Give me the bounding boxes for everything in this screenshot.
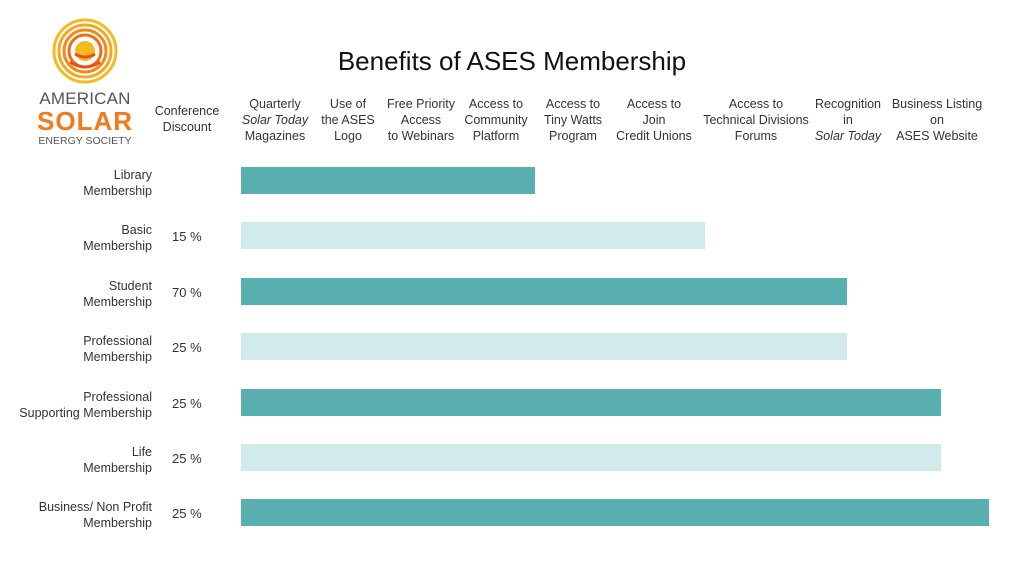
benefit-header-line: in <box>843 113 853 127</box>
membership-benefit-bar <box>241 444 941 471</box>
membership-label-line: Membership <box>83 350 152 365</box>
conference-discount-value: 25 % <box>172 451 202 466</box>
conference-discount-value: 25 % <box>172 340 202 356</box>
benefit-header-line: the ASES <box>321 113 375 127</box>
membership-benefit-bar <box>241 222 705 250</box>
benefit-column-header: Business Listing on ASES Website <box>892 96 982 144</box>
membership-label-line: Membership <box>83 461 152 475</box>
benefit-column-header: Access to Join Credit Unions <box>616 96 692 144</box>
benefit-header-line: Logo <box>334 129 362 143</box>
membership-label-line: Membership <box>83 184 152 198</box>
membership-label: Business/ Non Profit Membership <box>39 499 152 531</box>
benefit-column-header: Access to Tiny Watts Program <box>544 96 602 144</box>
discount-header-line: Conference <box>154 104 220 118</box>
conference-discount-value: 25 % <box>172 395 202 411</box>
benefit-header-line: Solar Today <box>241 113 309 127</box>
benefit-header-line: Access to <box>728 97 784 111</box>
logo-line-energy-society: ENERGY SOCIETY <box>38 135 132 147</box>
logo-line-american: AMERICAN <box>39 89 131 108</box>
benefit-header-line: Community <box>464 113 528 127</box>
benefit-header-line: Program <box>549 129 597 143</box>
membership-label-line: Membership <box>83 239 152 254</box>
membership-label: Library Membership <box>83 167 152 199</box>
benefit-header-line: Access <box>400 113 442 127</box>
benefit-header-line: Technical Divisions <box>703 113 809 127</box>
conference-discount-value: 70 % <box>172 284 202 300</box>
benefit-column-header: Access to Community Platform <box>464 96 527 144</box>
membership-label: Life Membership <box>83 444 152 476</box>
benefit-header-line: Solar Today <box>814 129 882 143</box>
membership-benefit-bar <box>241 277 848 305</box>
benefit-header-line: Recognition <box>814 97 881 111</box>
benefit-header-line: Tiny Watts <box>543 113 603 127</box>
membership-label: Professional Supporting Membership <box>19 389 152 421</box>
membership-label: Professional Membership <box>83 333 152 365</box>
membership-label-line: Basic <box>121 223 152 238</box>
benefit-header-line: Join <box>642 113 666 127</box>
benefit-header-line: Forums <box>734 129 778 143</box>
benefit-column-header: Recognition in Solar Today <box>815 96 881 144</box>
benefit-header-line: Platform <box>472 129 520 143</box>
benefit-column-header: Use of the ASES Logo <box>321 96 375 144</box>
benefit-header-line: Business Listing <box>891 97 983 111</box>
membership-label-line: Library <box>113 168 152 182</box>
membership-label: Student Membership <box>83 278 152 310</box>
membership-label-line: Professional <box>83 334 152 349</box>
benefit-header-line: Use of <box>329 97 367 111</box>
benefit-column-header: Free Priority Access to Webinars <box>387 96 455 144</box>
benefit-column-header: Quarterly Solar Today Magazines <box>242 96 308 144</box>
logo-line-solar: SOLAR <box>37 106 133 136</box>
discount-header-line: Discount <box>162 120 212 134</box>
benefit-column-header: Access to Technical Divisions Forums <box>703 96 809 144</box>
benefit-header-line: Credit Unions <box>616 129 692 143</box>
benefit-header-line: to Webinars <box>387 129 455 143</box>
conference-discount-value: 25 % <box>172 506 202 522</box>
membership-label-line: Membership <box>83 516 152 531</box>
membership-label-line: Membership <box>83 294 152 309</box>
benefit-header-line: Access to <box>545 97 601 111</box>
sun-logo-icon <box>52 18 118 84</box>
conference-discount-value: 15 % <box>172 229 202 245</box>
membership-benefit-bar <box>241 167 535 194</box>
benefit-header-line: on <box>930 113 944 127</box>
membership-label-line: Professional <box>83 389 152 404</box>
membership-benefit-bar <box>241 499 989 527</box>
membership-label-line: Life <box>131 445 152 459</box>
benefit-header-line: ASES Website <box>896 129 978 143</box>
membership-benefit-bar <box>241 333 848 361</box>
benefit-header-line: Access to <box>626 97 682 111</box>
membership-label: Basic Membership <box>83 222 152 254</box>
membership-benefit-bar <box>241 388 941 416</box>
benefit-header-line: Access to <box>468 97 524 111</box>
ases-logo: AMERICAN SOLAR ENERGY SOCIETY <box>30 18 140 148</box>
membership-label-line: Student <box>108 278 152 293</box>
benefit-header-line: Magazines <box>244 129 306 143</box>
membership-label-line: Business/ Non Profit <box>38 500 152 515</box>
benefit-header-line: Quarterly <box>249 97 301 111</box>
chart-title: Benefits of ASES Membership <box>337 46 687 76</box>
discount-column-header: Conference Discount <box>155 103 220 135</box>
benefit-header-line: Free Priority <box>386 97 456 111</box>
membership-label-line: Supporting Membership <box>19 405 152 420</box>
